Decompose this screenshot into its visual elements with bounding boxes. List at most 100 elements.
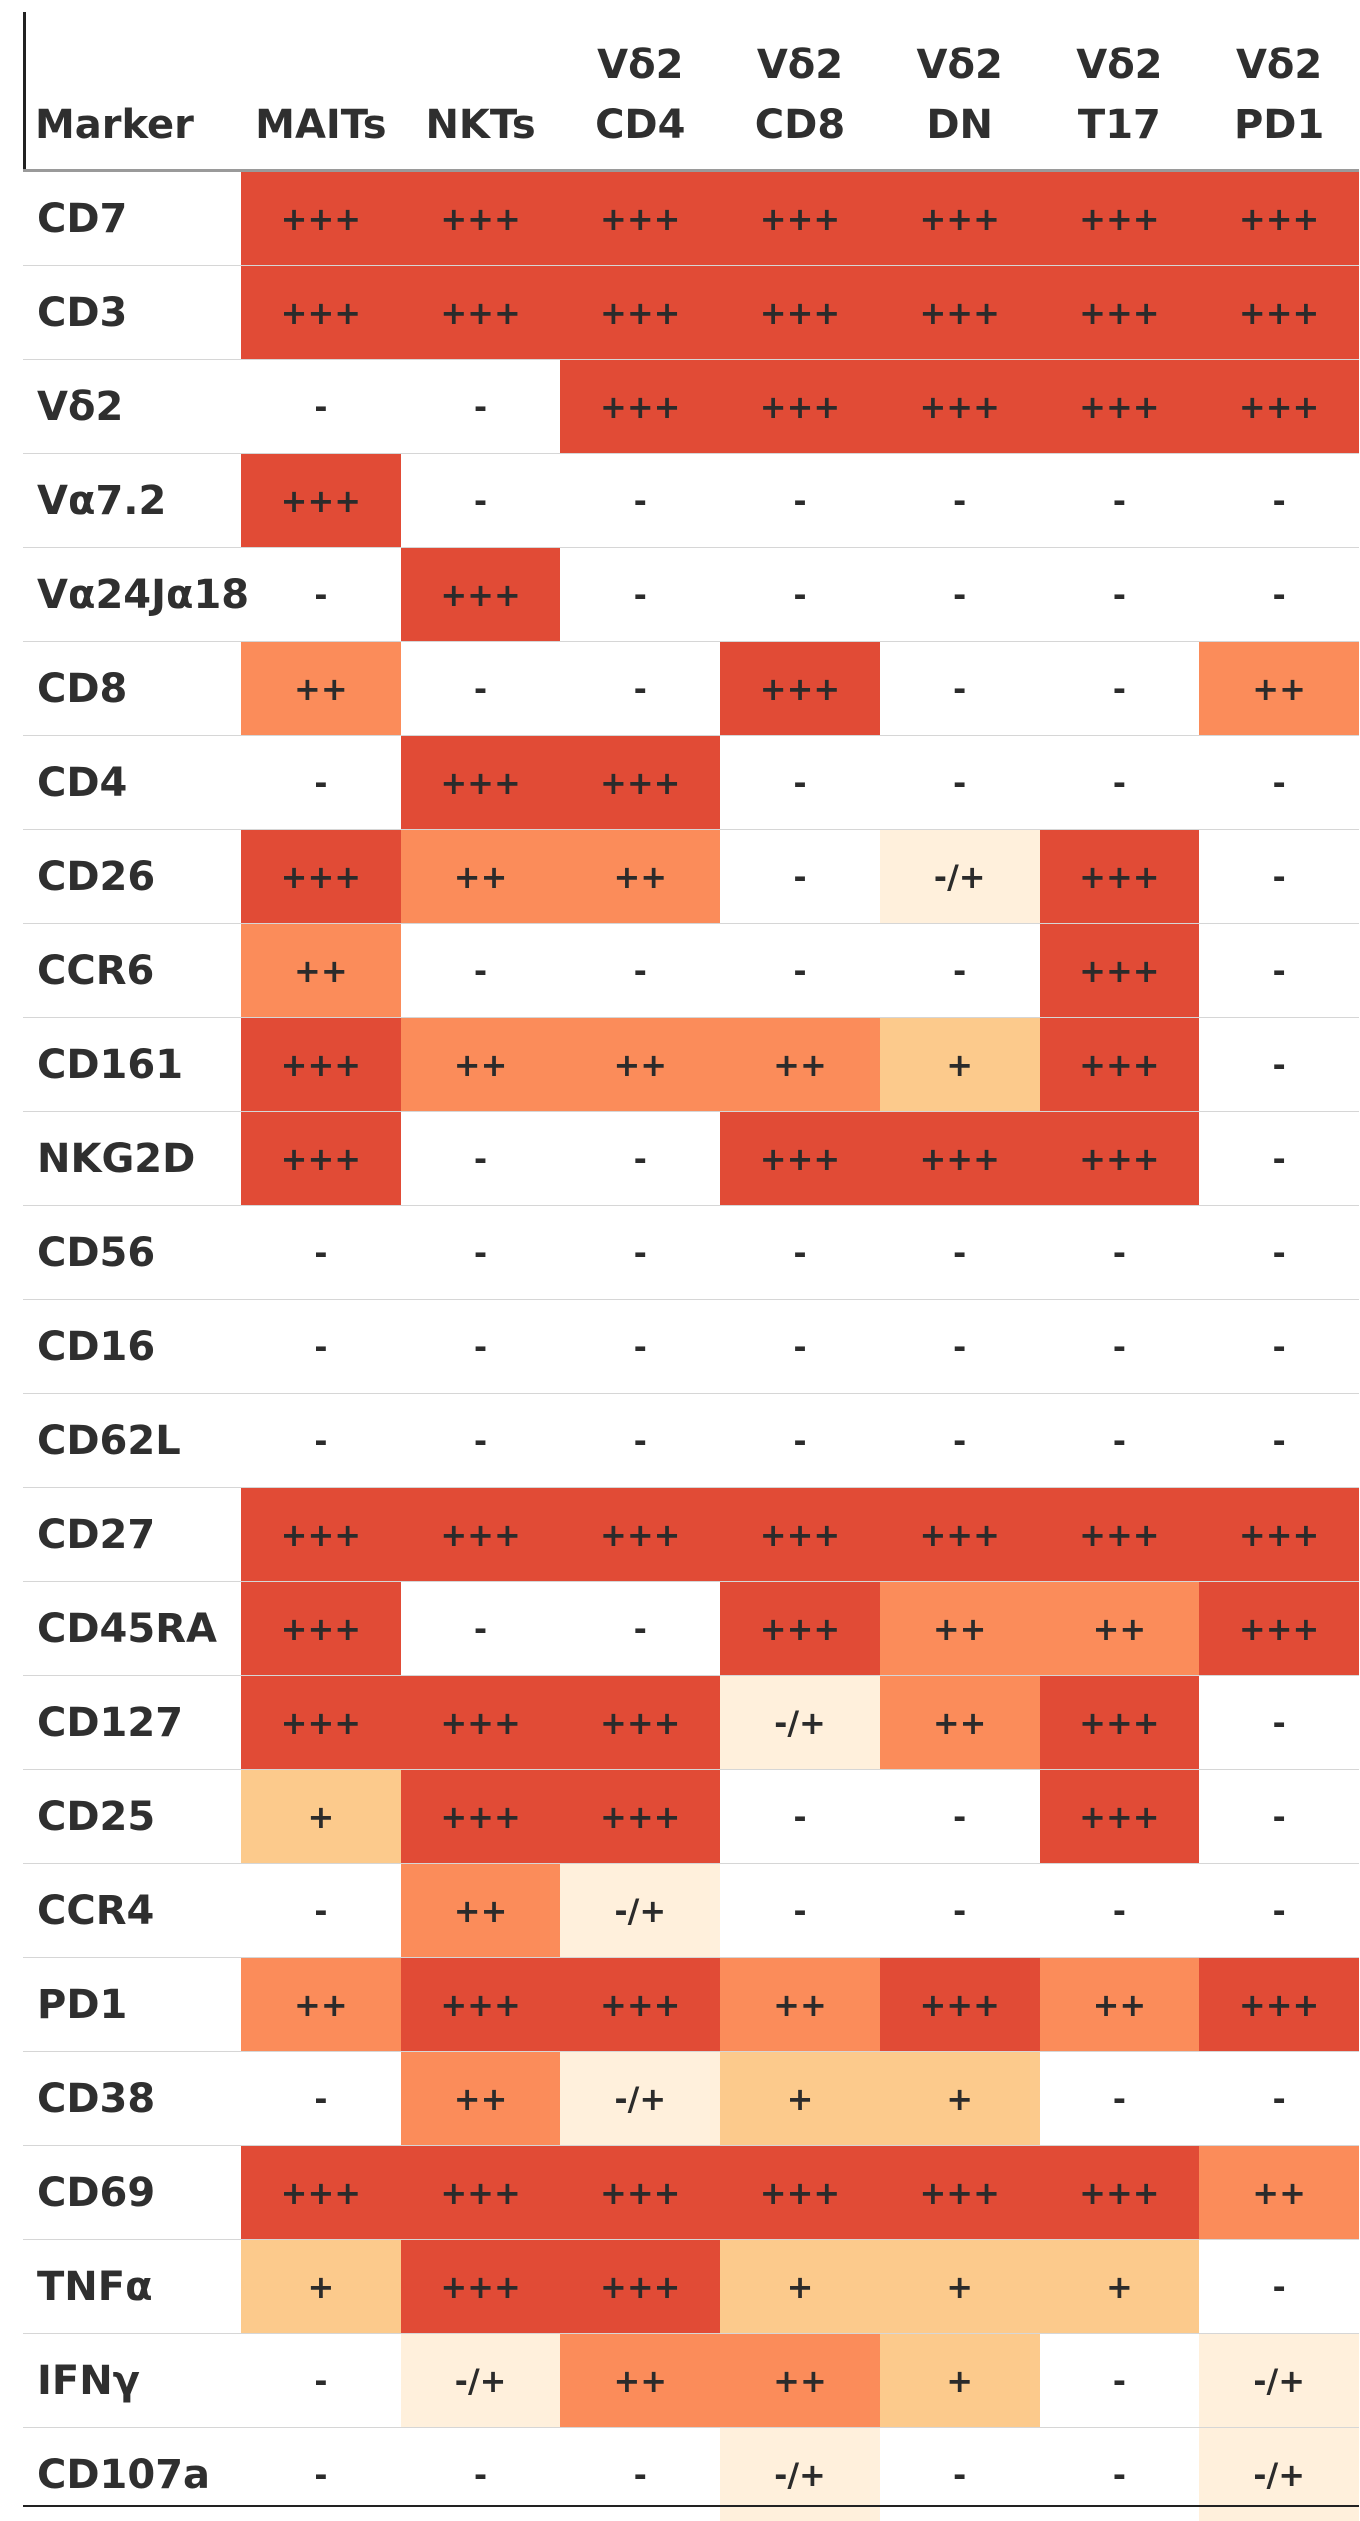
expression-cell: -: [401, 360, 561, 454]
expression-cell: +++: [720, 1488, 880, 1582]
column-header-label: Vδ2: [597, 42, 683, 88]
expression-cell: -: [1040, 1394, 1200, 1488]
expression-cell: -: [560, 1112, 720, 1206]
expression-cell: +: [241, 2240, 401, 2334]
expression-cell: +++: [560, 266, 720, 360]
column-header-label: PD1: [1234, 102, 1324, 148]
expression-cell: +++: [1040, 360, 1200, 454]
expression-cell: ++: [1040, 1582, 1200, 1676]
table-bottom-border: [23, 2505, 1359, 2507]
expression-cell: +++: [401, 1488, 561, 1582]
marker-name-cell: CD25: [23, 1770, 241, 1864]
expression-cell: -: [720, 1206, 880, 1300]
expression-cell: -: [1199, 1206, 1359, 1300]
expression-cell: -: [560, 924, 720, 1018]
expression-cell: -: [1040, 1206, 1200, 1300]
expression-cell: +++: [241, 454, 401, 548]
table-row: TNFα++++++++++-: [23, 2240, 1359, 2334]
expression-cell: +++: [401, 1676, 561, 1770]
expression-cell: +++: [720, 1112, 880, 1206]
expression-cell: -: [401, 642, 561, 736]
expression-cell: -: [241, 360, 401, 454]
expression-cell: ++: [720, 1958, 880, 2052]
column-header-label: DN: [926, 102, 993, 148]
table-row: PD1++++++++++++++++++: [23, 1958, 1359, 2052]
marker-name-cell: Vδ2: [23, 360, 241, 454]
expression-cell: +++: [880, 1488, 1040, 1582]
expression-cell: +++: [1199, 1582, 1359, 1676]
expression-cell: -: [401, 1206, 561, 1300]
marker-name-cell: CD8: [23, 642, 241, 736]
expression-cell: +++: [560, 1488, 720, 1582]
expression-cell: ++: [401, 830, 561, 924]
expression-cell: ++: [560, 830, 720, 924]
expression-cell: +++: [720, 171, 880, 266]
expression-cell: -: [1199, 736, 1359, 830]
expression-cell: +++: [241, 1018, 401, 1112]
expression-cell: +++: [401, 266, 561, 360]
expression-cell: -: [1199, 548, 1359, 642]
marker-name-cell: CD56: [23, 1206, 241, 1300]
expression-cell: +++: [720, 1582, 880, 1676]
marker-name-cell: Vα7.2: [23, 454, 241, 548]
expression-cell: -: [1199, 1770, 1359, 1864]
marker-name-cell: CD62L: [23, 1394, 241, 1488]
expression-cell: +++: [1040, 1112, 1200, 1206]
expression-cell: -: [241, 1300, 401, 1394]
expression-cell: +++: [880, 171, 1040, 266]
expression-cell: -: [720, 924, 880, 1018]
expression-cell: +: [880, 1018, 1040, 1112]
expression-cell: -: [720, 1394, 880, 1488]
expression-cell: -: [720, 1770, 880, 1864]
expression-cell: ++: [880, 1676, 1040, 1770]
expression-cell: +: [880, 2052, 1040, 2146]
expression-cell: -: [1040, 2052, 1200, 2146]
expression-cell: -: [1199, 1300, 1359, 1394]
expression-cell: -: [880, 736, 1040, 830]
expression-cell: +++: [1040, 171, 1200, 266]
expression-cell: -: [880, 924, 1040, 1018]
table-row: CD62L-------: [23, 1394, 1359, 1488]
expression-cell: +: [241, 1770, 401, 1864]
table-row: Vδ2--+++++++++++++++: [23, 360, 1359, 454]
expression-cell: -: [880, 1300, 1040, 1394]
expression-cell: +++: [401, 2146, 561, 2240]
expression-cell: -: [880, 1770, 1040, 1864]
expression-cell: +++: [241, 1488, 401, 1582]
expression-cell: -: [401, 924, 561, 1018]
table-row: CD26+++++++--/++++-: [23, 830, 1359, 924]
table-row: CD7+++++++++++++++++++++: [23, 171, 1359, 266]
expression-cell: -: [401, 1300, 561, 1394]
expression-cell: ++: [1199, 642, 1359, 736]
expression-cell: +++: [560, 2146, 720, 2240]
expression-cell: -: [1040, 1864, 1200, 1958]
expression-cell: -: [720, 454, 880, 548]
expression-cell: +++: [1199, 266, 1359, 360]
expression-cell: ++: [1199, 2146, 1359, 2240]
expression-cell: -: [1040, 2334, 1200, 2428]
expression-cell: +++: [560, 736, 720, 830]
expression-cell: +++: [560, 171, 720, 266]
column-header: NKTs: [401, 12, 561, 171]
expression-cell: +++: [880, 360, 1040, 454]
expression-cell: ++: [401, 2052, 561, 2146]
expression-cell: -: [1040, 736, 1200, 830]
table-row: CD45RA+++--++++++++++: [23, 1582, 1359, 1676]
expression-cell: +++: [880, 266, 1040, 360]
expression-cell: ++: [560, 1018, 720, 1112]
table-row: CD3+++++++++++++++++++++: [23, 266, 1359, 360]
table-row: Vα24Jα18-+++-----: [23, 548, 1359, 642]
expression-cell: -/+: [560, 2052, 720, 2146]
expression-cell: +++: [1040, 2146, 1200, 2240]
expression-cell: +++: [720, 642, 880, 736]
marker-name-cell: CD69: [23, 2146, 241, 2240]
marker-name-cell: CD161: [23, 1018, 241, 1112]
expression-cell: -: [720, 548, 880, 642]
column-header-label: NKTs: [425, 102, 535, 148]
expression-cell: +++: [401, 736, 561, 830]
table-row: CD38-++-/+++--: [23, 2052, 1359, 2146]
